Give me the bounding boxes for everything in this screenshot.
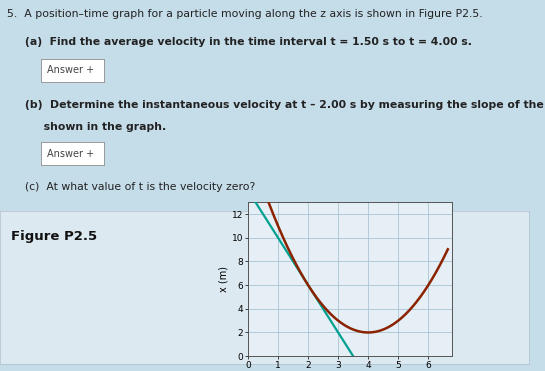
Text: (a)  Find the average velocity in the time interval t = 1.50 s to t = 4.00 s.: (a) Find the average velocity in the tim… <box>25 37 471 47</box>
Text: Answer +: Answer + <box>47 65 94 75</box>
Text: (b)  Determine the instantaneous velocity at t – 2.00 s by measuring the slope o: (b) Determine the instantaneous velocity… <box>25 100 545 110</box>
Text: Figure P2.5: Figure P2.5 <box>10 230 96 243</box>
Y-axis label: x (m): x (m) <box>219 266 229 292</box>
Text: 5.  A position–time graph for a particle moving along the z axis is shown in Fig: 5. A position–time graph for a particle … <box>7 9 483 19</box>
Text: shown in the graph.: shown in the graph. <box>25 122 166 132</box>
Text: Answer +: Answer + <box>47 149 94 158</box>
Text: (c)  At what value of t is the velocity zero?: (c) At what value of t is the velocity z… <box>25 182 255 192</box>
